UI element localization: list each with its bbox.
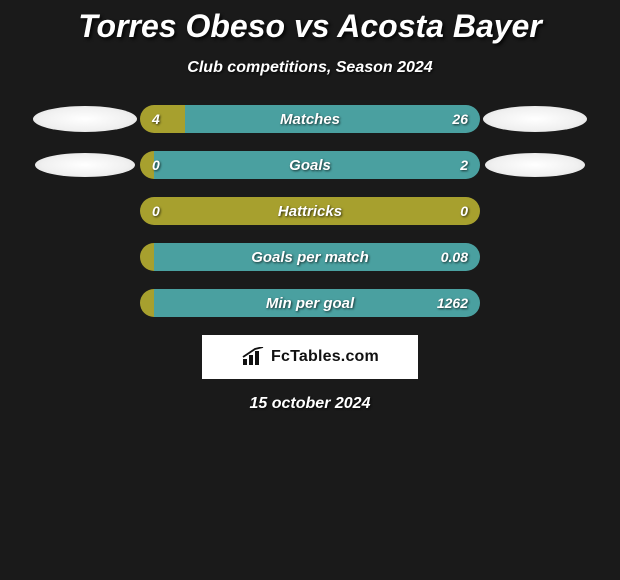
chart-icon — [241, 347, 267, 367]
page-title: Torres Obeso vs Acosta Bayer — [0, 8, 620, 45]
bar-mpg-left — [140, 289, 154, 317]
bar-goals: 0 Goals 2 — [140, 151, 480, 179]
player-left-avatar — [30, 106, 140, 132]
bar-mpg-right — [154, 289, 480, 317]
bar-matches: 4 Matches 26 — [140, 105, 480, 133]
brand-box: FcTables.com — [202, 335, 418, 379]
bar-mpg: Min per goal 1262 — [140, 289, 480, 317]
page-subtitle: Club competitions, Season 2024 — [0, 59, 620, 77]
date-text: 15 october 2024 — [0, 395, 620, 413]
bar-gpm-left — [140, 243, 154, 271]
bar-hattricks-left — [140, 197, 480, 225]
player-left-avatar-2 — [30, 153, 140, 177]
player-right-avatar — [480, 106, 590, 132]
bar-matches-right — [185, 105, 480, 133]
bar-gpm-right — [154, 243, 480, 271]
stat-row-matches: 4 Matches 26 — [0, 105, 620, 133]
stat-row-goals: 0 Goals 2 — [0, 151, 620, 179]
bar-matches-left — [140, 105, 185, 133]
bar-hattricks: 0 Hattricks 0 — [140, 197, 480, 225]
bar-gpm: Goals per match 0.08 — [140, 243, 480, 271]
bar-goals-left — [140, 151, 154, 179]
brand-text: FcTables.com — [271, 348, 379, 366]
bar-goals-right — [154, 151, 480, 179]
stat-row-mpg: Min per goal 1262 — [0, 289, 620, 317]
player-right-avatar-2 — [480, 153, 590, 177]
stat-row-hattricks: 0 Hattricks 0 — [0, 197, 620, 225]
stat-row-gpm: Goals per match 0.08 — [0, 243, 620, 271]
